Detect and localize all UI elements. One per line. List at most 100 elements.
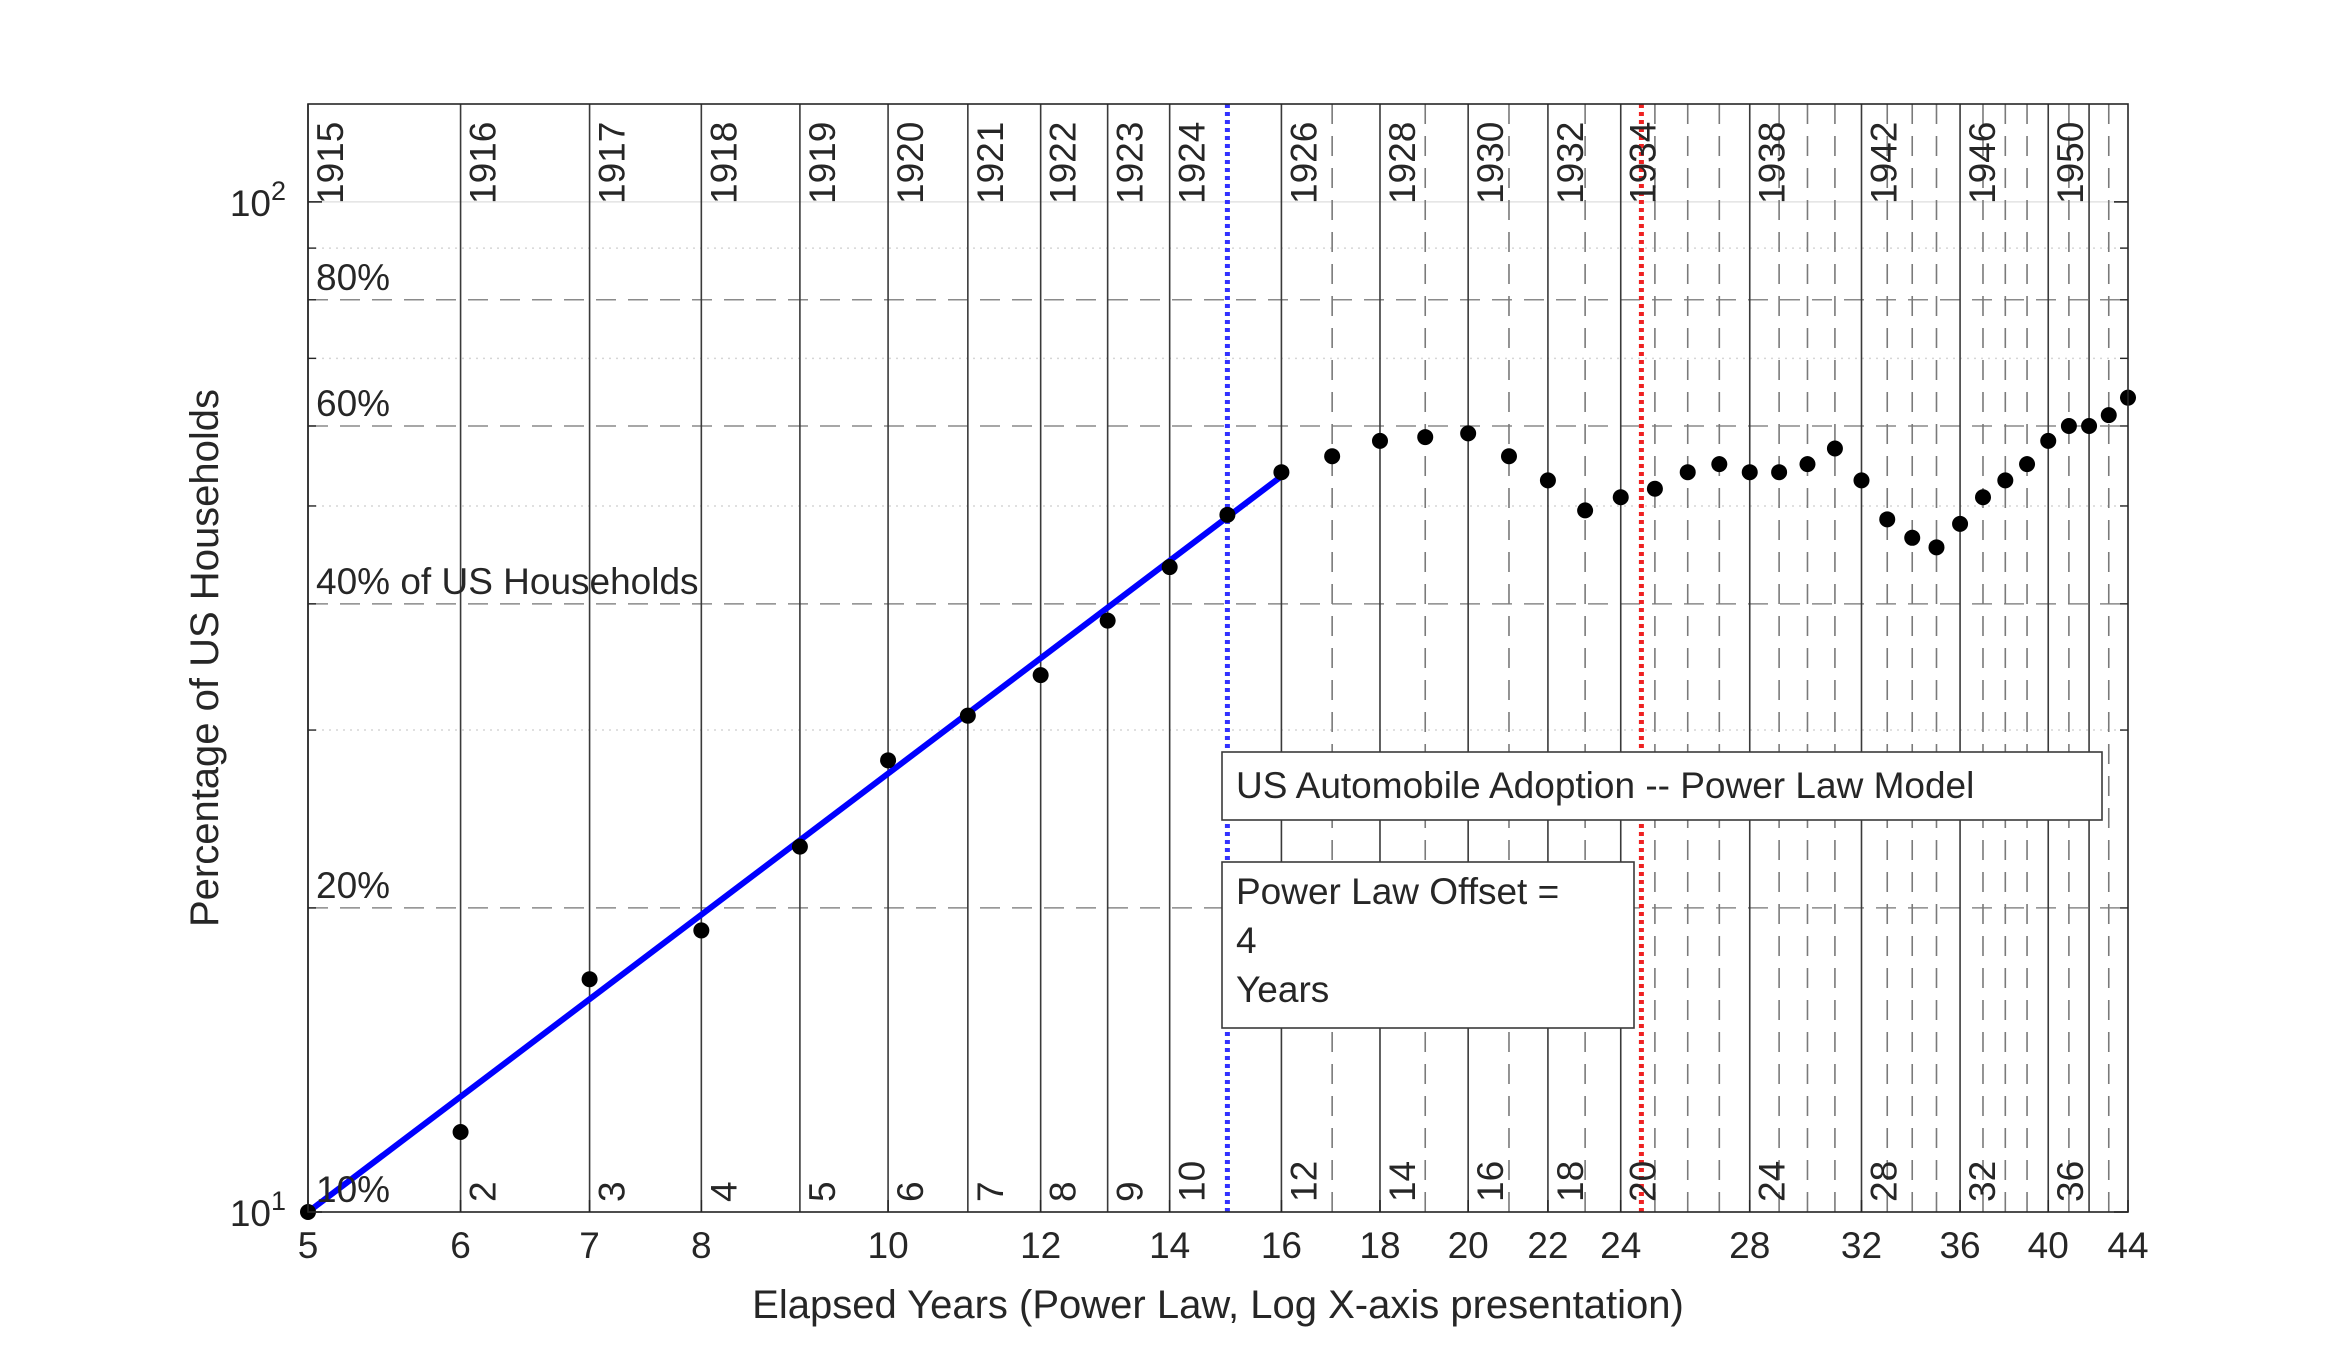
data-point — [1577, 502, 1594, 519]
x-tick-label: 44 — [2107, 1225, 2148, 1266]
year-label: 1921 — [970, 122, 1011, 204]
year-label: 1918 — [703, 122, 744, 204]
year-label: 1926 — [1283, 122, 1324, 204]
elapsed-label: 14 — [1382, 1161, 1423, 1202]
y-tick-base: 10 — [230, 183, 271, 224]
year-label: 1950 — [2050, 122, 2091, 204]
percent-label: 80% — [316, 257, 390, 298]
year-label: 1934 — [1623, 122, 1664, 204]
grid-layer — [308, 201, 2128, 1213]
title-box-text: US Automobile Adoption -- Power Law Mode… — [1236, 765, 1974, 806]
data-point — [959, 707, 976, 724]
year-marker-layer — [307, 104, 2110, 1212]
data-point — [1500, 448, 1517, 465]
x-tick-label: 36 — [1939, 1225, 1980, 1266]
x-tick-label: 12 — [1020, 1225, 1061, 1266]
y-tick-exponent: 2 — [271, 176, 286, 206]
offset-box — [1221, 861, 1635, 1029]
data-point — [1711, 456, 1728, 473]
data-point — [880, 752, 897, 769]
x-tick-label: 22 — [1527, 1225, 1568, 1266]
elapsed-label: 32 — [1962, 1161, 2003, 1202]
data-point — [791, 838, 808, 855]
data-point — [1219, 506, 1236, 523]
data-point — [1460, 425, 1477, 442]
data-point — [581, 971, 598, 988]
elapsed-label: 6 — [890, 1181, 931, 1202]
year-label: 1930 — [1470, 122, 1511, 204]
year-label: 1932 — [1550, 122, 1591, 204]
axes-layer: 5 6 7 8 10 12 14 16 18 20 22 24 28 32 36 40 44101102Elap… — [183, 103, 2149, 1327]
percent-label: 60% — [316, 383, 390, 424]
x-tick-label: 20 — [1448, 1225, 1489, 1266]
y-tick-label: 101 — [230, 1186, 286, 1234]
elapsed-label: 28 — [1863, 1161, 1904, 1202]
data-point — [1273, 464, 1290, 481]
data-point — [1371, 432, 1388, 449]
title-box — [1221, 751, 2103, 821]
year-label: 1915 — [310, 122, 351, 204]
y-axis-label: Percentage of US Households — [183, 389, 227, 927]
elapsed-label: 18 — [1550, 1161, 1591, 1202]
elapsed-label: 10 — [1172, 1161, 1213, 1202]
year-label: 1928 — [1382, 122, 1423, 204]
elapsed-label: 36 — [2050, 1161, 2091, 1202]
year-label: 1920 — [890, 122, 931, 204]
y-tick-base: 10 — [230, 1193, 271, 1234]
offset-box-unit: Years — [1236, 969, 1329, 1010]
elapsed-label: 4 — [703, 1181, 744, 1202]
data-point — [2019, 456, 2036, 473]
data-point — [1879, 511, 1896, 528]
percent-label: 40% of US Households — [316, 561, 699, 602]
year-label: 1922 — [1043, 122, 1084, 204]
data-point — [1741, 464, 1758, 481]
data-point — [1974, 489, 1991, 506]
offset-box-value: 4 — [1236, 920, 1257, 961]
elapsed-label: 16 — [1470, 1161, 1511, 1202]
data-point — [452, 1124, 469, 1141]
year-label: 1919 — [802, 122, 843, 204]
data-point — [1612, 489, 1629, 506]
annotation-box-layer: US Automobile Adoption -- Power Law Mode… — [1221, 751, 2103, 1029]
data-point — [1826, 440, 1843, 457]
data-point — [1032, 667, 1049, 684]
data-point — [1679, 464, 1696, 481]
elapsed-label: 8 — [1043, 1181, 1084, 1202]
x-tick-label: 32 — [1841, 1225, 1882, 1266]
year-label: 1924 — [1172, 122, 1213, 204]
data-point-layer — [300, 389, 2136, 1220]
year-label: 1923 — [1110, 122, 1151, 204]
data-point — [1997, 472, 2014, 489]
data-point — [1417, 429, 1434, 446]
data-point — [1324, 448, 1341, 465]
data-point — [1161, 559, 1178, 576]
elapsed-label: 3 — [592, 1181, 633, 1202]
offset-box-line1: Power Law Offset = — [1236, 871, 1559, 912]
x-tick-label: 7 — [579, 1225, 600, 1266]
x-tick-label: 10 — [868, 1225, 909, 1266]
x-tick-label: 18 — [1359, 1225, 1400, 1266]
x-tick-label: 14 — [1149, 1225, 1190, 1266]
year-label: 1946 — [1962, 122, 2003, 204]
data-point — [2100, 407, 2117, 424]
x-tick-label: 28 — [1729, 1225, 1770, 1266]
data-point — [693, 922, 710, 939]
percent-label: 10% — [316, 1169, 390, 1210]
x-tick-label: 5 — [298, 1225, 319, 1266]
x-tick-label: 8 — [691, 1225, 712, 1266]
label-layer: 10% 20% 40% of US Households 60% 80% 1915 1916… — [310, 122, 2091, 1210]
elapsed-label: 9 — [1110, 1181, 1151, 1202]
data-point — [1928, 539, 1945, 556]
data-point — [2060, 417, 2077, 434]
data-point — [1099, 612, 1116, 629]
percent-label: 20% — [316, 865, 390, 906]
y-tick-label: 102 — [230, 176, 286, 224]
y-tick-exponent: 1 — [271, 1186, 286, 1216]
data-point — [2040, 432, 2057, 449]
x-axis-label: Elapsed Years (Power Law, Log X-axis pre… — [752, 1283, 1684, 1327]
data-point — [1853, 472, 1870, 489]
data-point — [1799, 456, 1816, 473]
year-label: 1917 — [592, 122, 633, 204]
elapsed-label: 20 — [1623, 1161, 1664, 1202]
